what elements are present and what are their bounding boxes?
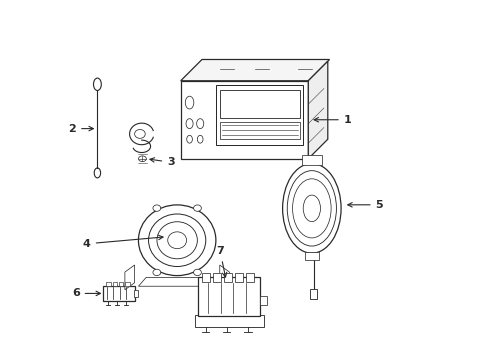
FancyBboxPatch shape [125,282,129,286]
FancyBboxPatch shape [202,273,209,282]
Ellipse shape [153,269,161,276]
FancyBboxPatch shape [119,282,123,286]
FancyBboxPatch shape [304,252,318,260]
FancyBboxPatch shape [245,273,253,282]
Ellipse shape [157,222,197,259]
FancyBboxPatch shape [198,277,260,316]
Text: 1: 1 [313,115,351,125]
Polygon shape [181,81,307,159]
FancyBboxPatch shape [212,273,220,282]
Text: 4: 4 [82,235,163,249]
FancyBboxPatch shape [234,273,242,282]
FancyBboxPatch shape [216,85,303,145]
Ellipse shape [148,214,205,266]
Ellipse shape [94,168,101,178]
Ellipse shape [138,156,146,162]
FancyBboxPatch shape [102,286,134,301]
Ellipse shape [193,269,201,276]
Ellipse shape [292,179,330,238]
FancyBboxPatch shape [301,156,321,165]
Ellipse shape [282,163,341,253]
Polygon shape [219,265,229,290]
Polygon shape [124,265,134,290]
Ellipse shape [167,232,186,249]
FancyBboxPatch shape [106,282,110,286]
Polygon shape [138,278,215,286]
Polygon shape [181,59,329,81]
Ellipse shape [138,205,215,276]
Ellipse shape [153,205,161,211]
Ellipse shape [193,205,201,211]
FancyBboxPatch shape [260,296,266,305]
Ellipse shape [93,78,101,90]
Ellipse shape [196,119,203,129]
Polygon shape [307,61,327,159]
FancyBboxPatch shape [224,273,231,282]
Ellipse shape [186,135,192,143]
Text: 3: 3 [150,157,175,167]
Ellipse shape [134,130,145,138]
Ellipse shape [185,96,193,109]
FancyBboxPatch shape [112,282,117,286]
Ellipse shape [185,119,193,129]
Text: 6: 6 [72,288,100,298]
FancyBboxPatch shape [220,90,299,118]
Ellipse shape [286,171,336,246]
Polygon shape [195,315,264,327]
FancyBboxPatch shape [310,289,316,298]
FancyBboxPatch shape [220,122,299,139]
Text: 7: 7 [216,246,226,277]
Ellipse shape [197,135,203,143]
Ellipse shape [303,195,320,222]
Text: 2: 2 [68,123,93,134]
Text: 5: 5 [347,200,383,210]
FancyBboxPatch shape [134,290,138,297]
